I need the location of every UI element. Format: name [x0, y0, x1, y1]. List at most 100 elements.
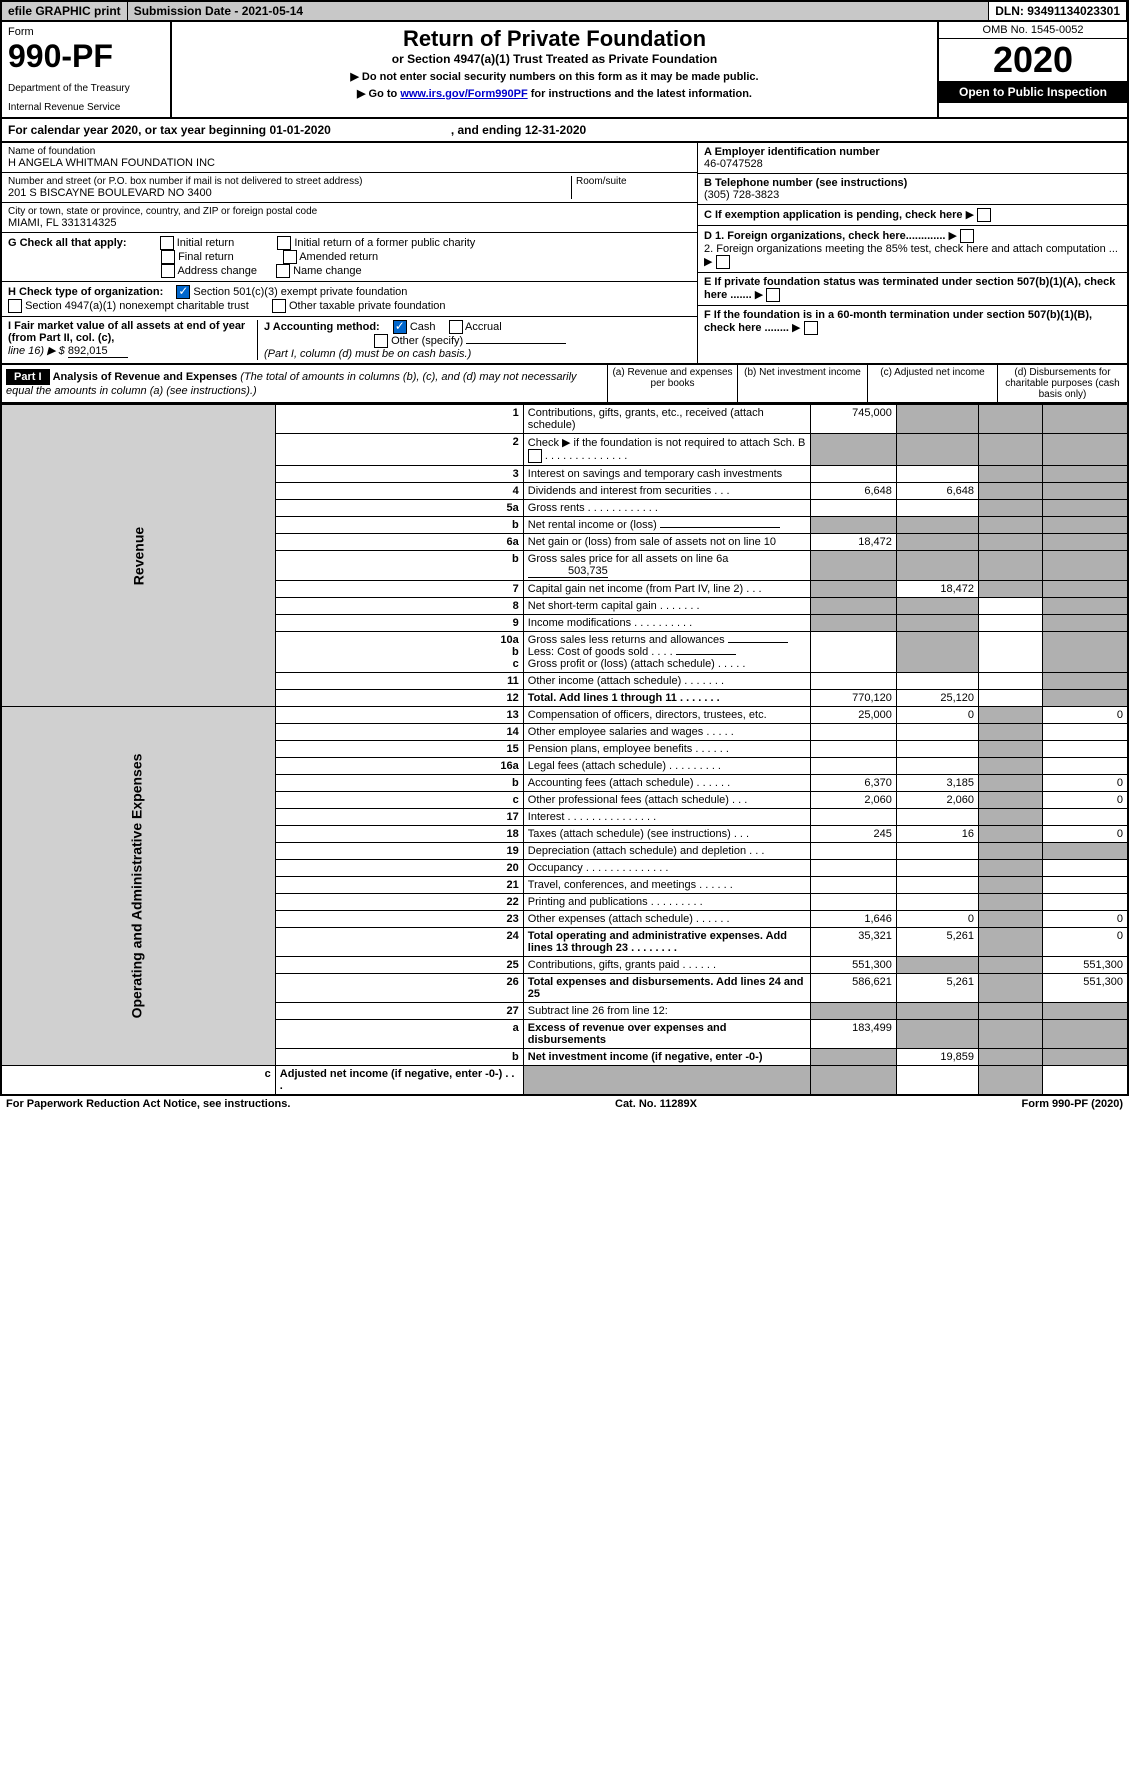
schb-cb[interactable] — [528, 449, 542, 463]
col-d-head: (d) Disbursements for charitable purpose… — [997, 365, 1127, 402]
f-cb[interactable] — [804, 321, 818, 335]
g-o2: Final return — [178, 251, 234, 263]
l8-d: Net short-term capital gain . . . . . . … — [523, 598, 811, 615]
form-number: 990-PF — [8, 38, 164, 75]
l23-b: 0 — [896, 911, 978, 928]
footer-mid: Cat. No. 11289X — [615, 1098, 697, 1110]
l16a-d: Legal fees (attach schedule) . . . . . .… — [523, 758, 811, 775]
accrual-cb[interactable] — [449, 320, 463, 334]
l3-n: 3 — [275, 466, 523, 483]
l13-b: 0 — [896, 707, 978, 724]
info-right: A Employer identification number 46-0747… — [697, 143, 1127, 363]
f-label: F If the foundation is in a 60-month ter… — [704, 309, 1092, 334]
l17-n: 17 — [275, 809, 523, 826]
l13-a: 25,000 — [811, 707, 896, 724]
l26-d: Total expenses and disbursements. Add li… — [523, 974, 811, 1003]
l9-d: Income modifications . . . . . . . . . . — [523, 615, 811, 632]
initial-return-cb[interactable] — [160, 236, 174, 250]
l24-n: 24 — [275, 928, 523, 957]
calyear-pre: For calendar year 2020, or tax year begi… — [8, 123, 331, 137]
l6b-d: Gross sales price for all assets on line… — [523, 551, 811, 581]
l7-n: 7 — [275, 581, 523, 598]
l27b-d: Net investment income (if negative, ente… — [523, 1049, 811, 1066]
l24-b: 5,261 — [896, 928, 978, 957]
instructions-link[interactable]: www.irs.gov/Form990PF — [400, 88, 527, 100]
name-change-cb[interactable] — [276, 264, 290, 278]
address-change-cb[interactable] — [161, 264, 175, 278]
form-word: Form — [8, 26, 164, 38]
l7-b: 18,472 — [896, 581, 978, 598]
l23-a: 1,646 — [811, 911, 896, 928]
j-note: (Part I, column (d) must be on cash basi… — [264, 348, 471, 360]
c-cell: C If exemption application is pending, c… — [698, 205, 1127, 226]
l27c-d: Adjusted net income (if negative, enter … — [275, 1066, 523, 1096]
name-cell: Name of foundation H ANGELA WHITMAN FOUN… — [2, 143, 697, 173]
j-accrual: Accrual — [465, 321, 502, 333]
part1-title: Analysis of Revenue and Expenses — [53, 371, 238, 383]
l27b-b: 19,859 — [896, 1049, 978, 1066]
room-label: Room/suite — [576, 176, 691, 187]
l22-d: Printing and publications . . . . . . . … — [523, 894, 811, 911]
cash-cb[interactable] — [393, 320, 407, 334]
l4-n: 4 — [275, 483, 523, 500]
l7-d: Capital gain net income (from Part IV, l… — [523, 581, 811, 598]
part1-desc: Part I Analysis of Revenue and Expenses … — [2, 365, 607, 402]
i-value: 892,015 — [68, 345, 128, 358]
e-cb[interactable] — [766, 288, 780, 302]
ein-value: 46-0747528 — [704, 158, 763, 170]
l13-d: Compensation of officers, directors, tru… — [523, 707, 811, 724]
l10-d: Gross sales less returns and allowances … — [523, 632, 811, 673]
l6a-a: 18,472 — [811, 534, 896, 551]
expenses-rotated: Operating and Administrative Expenses — [1, 707, 275, 1066]
d2-cb[interactable] — [716, 255, 730, 269]
tax-year: 2020 — [939, 39, 1127, 81]
note-1: ▶ Do not enter social security numbers o… — [176, 70, 933, 83]
address: 201 S BISCAYNE BOULEVARD NO 3400 — [8, 187, 571, 199]
l5a-n: 5a — [275, 500, 523, 517]
note2-post: for instructions and the latest informat… — [528, 88, 752, 100]
title-col: Return of Private Foundation or Section … — [172, 22, 937, 117]
footer-left: For Paperwork Reduction Act Notice, see … — [6, 1098, 290, 1110]
year-col: OMB No. 1545-0052 2020 Open to Public In… — [937, 22, 1127, 117]
l19-d: Depreciation (attach schedule) and deple… — [523, 843, 811, 860]
l1-b — [896, 405, 978, 434]
l18-a: 245 — [811, 826, 896, 843]
c-cb[interactable] — [977, 208, 991, 222]
dept-label: Department of the Treasury — [8, 83, 164, 94]
final-return-cb[interactable] — [161, 250, 175, 264]
l24-a: 35,321 — [811, 928, 896, 957]
former-charity-cb[interactable] — [277, 236, 291, 250]
l9-n: 9 — [275, 615, 523, 632]
amended-cb[interactable] — [283, 250, 297, 264]
l16b-d: Accounting fees (attach schedule) . . . … — [523, 775, 811, 792]
g-o4: Initial return of a former public charit… — [294, 237, 475, 249]
l24-dd: 0 — [1042, 928, 1128, 957]
l12-a: 770,120 — [811, 690, 896, 707]
submission-date: Submission Date - 2021-05-14 — [128, 2, 990, 20]
form-id-col: Form 990-PF Department of the Treasury I… — [2, 22, 172, 117]
l23-n: 23 — [275, 911, 523, 928]
l18-b: 16 — [896, 826, 978, 843]
l19-n: 19 — [275, 843, 523, 860]
l2-d: Check ▶ if the foundation is not require… — [523, 434, 811, 466]
part1-header: Part I Analysis of Revenue and Expenses … — [0, 365, 1129, 404]
l16b-a: 6,370 — [811, 775, 896, 792]
other-taxable-cb[interactable] — [272, 299, 286, 313]
l21-n: 21 — [275, 877, 523, 894]
l13-dd: 0 — [1042, 707, 1128, 724]
l8-n: 8 — [275, 598, 523, 615]
e-cell: E If private foundation status was termi… — [698, 273, 1127, 306]
4947-cb[interactable] — [8, 299, 22, 313]
l20-d: Occupancy . . . . . . . . . . . . . . — [523, 860, 811, 877]
l1-c — [979, 405, 1043, 434]
l16c-dd: 0 — [1042, 792, 1128, 809]
footer: For Paperwork Reduction Act Notice, see … — [0, 1096, 1129, 1112]
l16c-b: 2,060 — [896, 792, 978, 809]
other-cb[interactable] — [374, 334, 388, 348]
col-a-head: (a) Revenue and expenses per books — [607, 365, 737, 402]
d1-cb[interactable] — [960, 229, 974, 243]
501c3-cb[interactable] — [176, 285, 190, 299]
l27a-n: a — [275, 1020, 523, 1049]
l1-d: Contributions, gifts, grants, etc., rece… — [523, 405, 811, 434]
addr-label: Number and street (or P.O. box number if… — [8, 176, 571, 187]
